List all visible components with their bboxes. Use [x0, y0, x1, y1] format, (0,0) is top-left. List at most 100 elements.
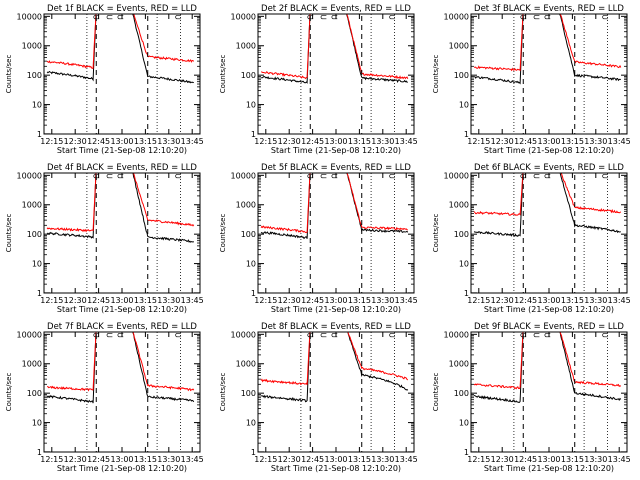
axes-frame	[43, 331, 201, 453]
attenuator-state-marker: ⊂	[320, 13, 328, 23]
y-tick-label: 10000	[231, 171, 256, 180]
detector-panel: Det 3f BLACK = Events, RED = LLD⊂ ⊂ ⊂ ⊂1101…	[432, 4, 631, 155]
x-tick-label: 13:45	[181, 455, 204, 464]
y-tick-label: 10	[459, 260, 469, 269]
detector-panel: Det 6f BLACK = Events, RED = LLD⊂ ⊂ ⊂ ⊂1101…	[432, 163, 631, 314]
x-tick-label: 12:15	[254, 296, 277, 305]
attenuator-state-marker: ⊂	[388, 331, 396, 341]
x-tick-label: 13:45	[608, 296, 631, 305]
x-tick-label: 12:45	[301, 137, 324, 146]
y-tick-label: 1	[464, 448, 469, 457]
attenuator-state-marker: ⊂	[174, 331, 182, 341]
y-tick-label: 1000	[236, 201, 256, 210]
detector-panel: Det 8f BLACK = Events, RED = LLD⊂ ⊂ ⊂ ⊂1101…	[219, 322, 418, 473]
y-axis-label: Counts/sec	[219, 55, 227, 94]
y-tick-label: 10	[32, 260, 42, 269]
x-tick-label: 13:45	[395, 137, 418, 146]
axes-frame	[470, 13, 628, 135]
y-tick-label: 100	[241, 71, 256, 80]
y-tick-label: 10	[246, 260, 256, 269]
panel-title: Det 8f BLACK = Events, RED = LLD	[261, 322, 411, 332]
y-tick-label: 1	[464, 130, 469, 139]
attenuator-state-marker: ⊂	[601, 331, 609, 341]
panel-title: Det 9f BLACK = Events, RED = LLD	[474, 322, 624, 332]
x-axis-label: Start Time (21-Sep-08 12:10:20)	[57, 305, 187, 314]
x-tick-label: 13:00	[537, 455, 560, 464]
x-tick-label: 13:45	[181, 137, 204, 146]
attenuator-state-marker: ⊂	[174, 172, 182, 182]
y-tick-label: 1	[37, 289, 42, 298]
y-tick-label: 100	[241, 389, 256, 398]
x-tick-label: 13:30	[371, 137, 394, 146]
detector-panel: Det 7f BLACK = Events, RED = LLD⊂ ⊂ ⊂ ⊂1101…	[5, 322, 204, 473]
x-tick-label: 13:30	[584, 137, 607, 146]
x-tick-label: 13:00	[537, 137, 560, 146]
y-tick-label: 1000	[22, 201, 42, 210]
lld-series-line	[260, 173, 408, 233]
attenuator-state-marker: ⊂	[519, 13, 527, 23]
x-tick-label: 12:30	[64, 296, 87, 305]
attenuator-state-marker: ⊂	[92, 331, 100, 341]
detector-panel: Det 4f BLACK = Events, RED = LLD⊂ ⊂ ⊂ ⊂1101…	[5, 163, 204, 314]
lld-series-line	[261, 14, 409, 80]
x-tick-label: 12:30	[64, 137, 87, 146]
x-tick-label: 13:45	[395, 296, 418, 305]
detector-panel: Det 2f BLACK = Events, RED = LLD⊂ ⊂ ⊂ ⊂1101…	[219, 4, 418, 155]
y-tick-label: 1	[37, 448, 42, 457]
y-tick-label: 1000	[449, 42, 469, 51]
attenuator-state-marker: ⊂	[331, 331, 339, 341]
x-tick-label: 12:30	[491, 137, 514, 146]
y-tick-label: 1	[251, 289, 256, 298]
y-tick-label: 100	[27, 71, 42, 80]
lld-series-line	[47, 332, 195, 392]
attenuator-state-marker: ⊂	[306, 13, 314, 23]
attenuator-state-marker: ⊂	[174, 13, 182, 23]
events-series-line	[473, 14, 621, 85]
y-tick-label: 10000	[444, 171, 469, 180]
lld-series-line	[260, 332, 409, 386]
x-tick-label: 13:15	[561, 296, 584, 305]
x-axis-label: Start Time (21-Sep-08 12:10:20)	[271, 464, 401, 473]
x-axis-label: Start Time (21-Sep-08 12:10:20)	[57, 146, 187, 155]
plot-area	[46, 332, 195, 404]
x-tick-label: 12:30	[278, 137, 301, 146]
attenuator-state-marker: ⊂	[92, 13, 100, 23]
x-tick-label: 12:45	[301, 455, 324, 464]
x-tick-label: 13:30	[371, 296, 394, 305]
x-axis-label: Start Time (21-Sep-08 12:10:20)	[484, 305, 614, 314]
attenuator-state-marker: ⊂	[331, 172, 339, 182]
x-tick-label: 12:45	[87, 137, 110, 146]
axes-frame	[257, 331, 415, 453]
axes-frame	[470, 331, 628, 453]
plot-area	[473, 173, 622, 238]
attenuator-state-marker: ⊂	[388, 172, 396, 182]
y-tick-label: 10000	[17, 330, 42, 339]
y-tick-label: 10	[246, 419, 256, 428]
lld-series-line	[473, 173, 622, 216]
detector-panel: Det 1f BLACK = Events, RED = LLD⊂ ⊂ ⊂ ⊂1101…	[5, 4, 204, 155]
x-tick-label: 13:00	[324, 137, 347, 146]
attenuator-state-marker: ⊂	[331, 13, 339, 23]
attenuator-state-marker: ⊂	[106, 172, 114, 182]
lld-series-line	[46, 173, 195, 233]
attenuator-state-marker: ⊂	[117, 13, 125, 23]
x-tick-label: 12:15	[40, 455, 63, 464]
x-tick-label: 12:30	[491, 296, 514, 305]
plot-area	[46, 173, 195, 243]
x-tick-label: 12:15	[467, 455, 490, 464]
panel-title: Det 3f BLACK = Events, RED = LLD	[474, 4, 624, 14]
lld-series-line	[473, 332, 622, 390]
x-tick-label: 13:45	[608, 455, 631, 464]
x-tick-label: 13:15	[348, 137, 371, 146]
y-tick-label: 1000	[449, 201, 469, 210]
y-tick-label: 10000	[17, 12, 42, 21]
panel-title: Det 1f BLACK = Events, RED = LLD	[47, 4, 197, 14]
attenuator-state-marker: ⊂	[519, 331, 527, 341]
y-tick-label: 10	[32, 101, 42, 110]
attenuator-state-marker: ⊂	[106, 331, 114, 341]
y-tick-label: 1000	[22, 42, 42, 51]
y-tick-label: 1	[464, 289, 469, 298]
x-tick-label: 12:15	[254, 137, 277, 146]
x-tick-label: 13:00	[324, 455, 347, 464]
events-series-line	[46, 173, 195, 243]
